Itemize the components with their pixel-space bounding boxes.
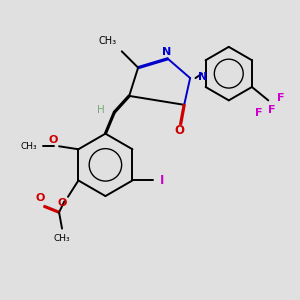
Text: N: N — [198, 72, 207, 82]
Text: N: N — [162, 47, 171, 57]
Text: O: O — [35, 194, 44, 203]
Text: CH₃: CH₃ — [98, 36, 116, 46]
Text: F: F — [277, 93, 285, 103]
Text: O: O — [57, 198, 67, 208]
Text: O: O — [48, 135, 58, 145]
Text: H: H — [97, 105, 105, 115]
Text: O: O — [174, 124, 184, 137]
Text: CH₃: CH₃ — [54, 234, 70, 243]
Text: I: I — [160, 174, 164, 187]
Text: F: F — [255, 108, 263, 118]
Text: F: F — [268, 105, 276, 115]
Text: CH₃: CH₃ — [21, 142, 38, 151]
